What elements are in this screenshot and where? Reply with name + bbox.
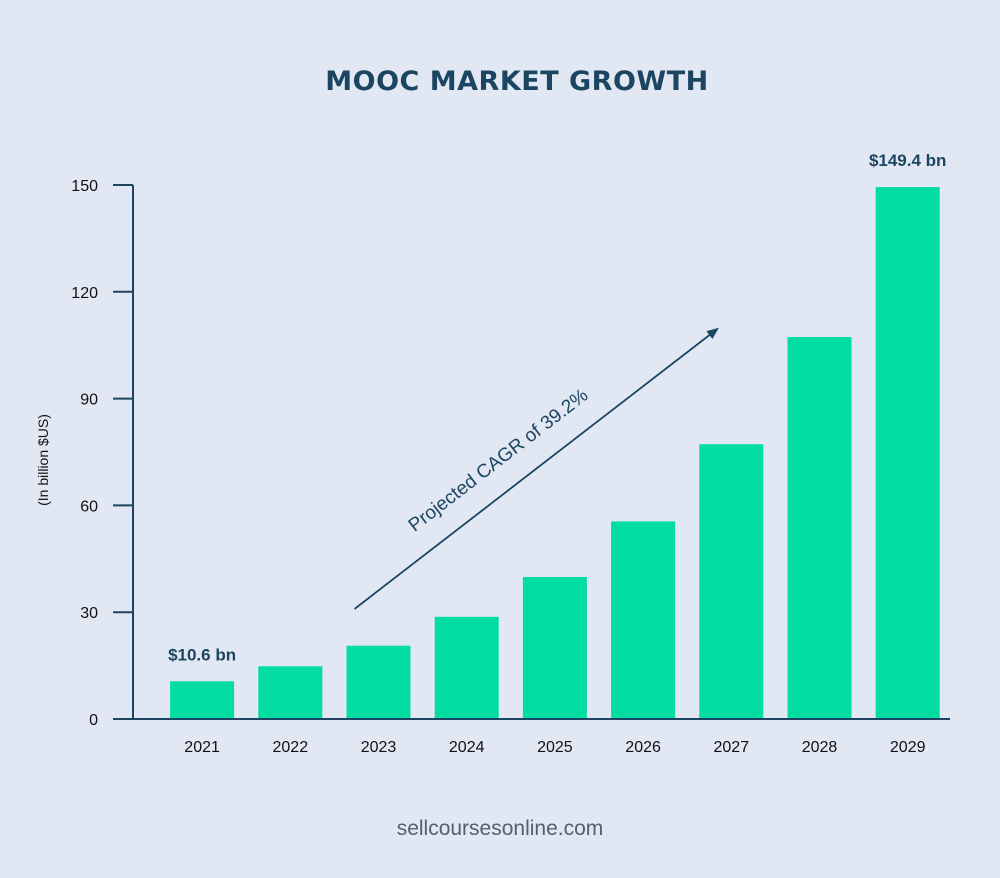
x-tick-label-2021: 2021 xyxy=(184,739,220,756)
chart-title: MOOC MARKET GROWTH xyxy=(325,66,708,97)
y-tick-label-0: 0 xyxy=(89,712,98,729)
y-axis-ticks: 0 30 60 90 120 150 xyxy=(71,178,133,729)
bar-2024 xyxy=(434,616,499,719)
bar-2022 xyxy=(258,666,323,719)
data-label-2021: $10.6 bn xyxy=(168,645,236,664)
data-label-2029: $149.4 bn xyxy=(869,151,947,170)
y-tick-label-60: 60 xyxy=(80,498,98,515)
bars xyxy=(170,187,940,720)
cagr-annotation-text: Projected CAGR of 39.2% xyxy=(405,385,593,537)
x-tick-label-2023: 2023 xyxy=(361,739,397,756)
y-tick-label-90: 90 xyxy=(80,392,98,409)
y-tick-label-30: 30 xyxy=(80,605,98,622)
y-tick-label-150: 150 xyxy=(71,178,98,195)
bar-2027 xyxy=(699,444,764,719)
bar-2026 xyxy=(611,521,676,719)
bar-2025 xyxy=(522,577,587,719)
x-tick-label-2027: 2027 xyxy=(714,739,750,756)
x-tick-label-2022: 2022 xyxy=(273,739,309,756)
x-tick-label-2029: 2029 xyxy=(890,739,926,756)
x-tick-label-2028: 2028 xyxy=(802,739,838,756)
bar-2021 xyxy=(170,681,235,719)
x-tick-label-2024: 2024 xyxy=(449,739,485,756)
y-axis-label: (In billion $US) xyxy=(35,414,51,506)
y-tick-label-120: 120 xyxy=(71,285,98,302)
bar-2023 xyxy=(346,645,411,719)
footer-source: sellcoursesonline.com xyxy=(397,817,604,840)
data-labels: $10.6 bn $149.4 bn xyxy=(168,151,946,664)
x-axis-labels: 2021 2022 2023 2024 2025 2026 2027 2028 2029 xyxy=(184,739,925,756)
x-tick-label-2026: 2026 xyxy=(625,739,661,756)
x-tick-label-2025: 2025 xyxy=(537,739,573,756)
bar-2029 xyxy=(875,187,940,720)
cagr-arrow xyxy=(353,327,719,610)
bar-2028 xyxy=(787,337,852,719)
